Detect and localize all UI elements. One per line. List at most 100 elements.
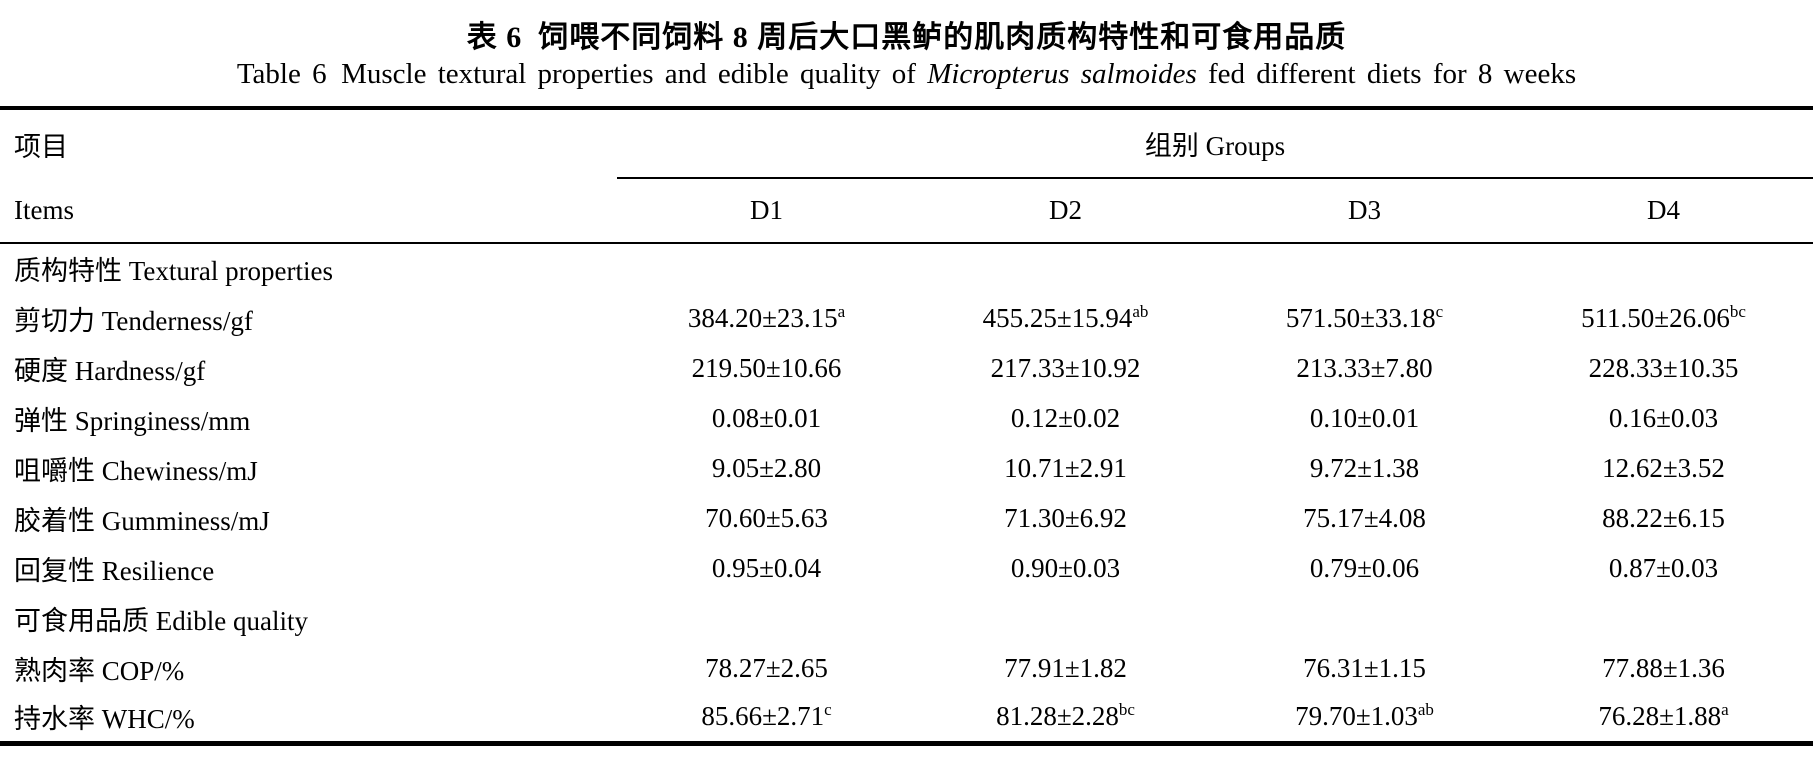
value-text: 77.88±1.36 <box>1602 652 1725 683</box>
section-row: 质构特性 Textural properties <box>0 243 1813 293</box>
value-cell: 0.08±0.01 <box>617 393 916 443</box>
value-cell: 85.66±2.71c <box>617 693 916 743</box>
value-cell: 78.27±2.65 <box>617 643 916 693</box>
species-name-italic: Micropterus salmoides <box>927 58 1197 90</box>
section-row: 可食用品质 Edible quality <box>0 593 1813 643</box>
value-cell: 81.28±2.28bc <box>916 693 1215 743</box>
group-column-header-d4: D4 <box>1514 177 1813 245</box>
value-text: 219.50±10.66 <box>691 352 842 383</box>
value-text: 71.30±6.92 <box>1004 502 1127 533</box>
value-cell: 12.62±3.52 <box>1514 443 1813 493</box>
value-cell: 228.33±10.35 <box>1514 343 1813 393</box>
value-cell: 71.30±6.92 <box>916 493 1215 543</box>
significance-superscript: bc <box>1729 301 1746 321</box>
value-cell: 219.50±10.66 <box>617 343 916 393</box>
value-text: 79.70±1.03 <box>1295 701 1418 732</box>
value-cell: 79.70±1.03ab <box>1215 693 1514 743</box>
table-caption-en-prefix: Table 6 Muscle textural properties and e… <box>236 58 928 90</box>
value-text: 0.79±0.06 <box>1309 552 1420 583</box>
section-label: 质构特性 Textural properties <box>14 256 334 286</box>
value-cell: 0.87±0.03 <box>1514 543 1813 593</box>
items-header-zh: 项目 <box>14 131 68 162</box>
value-cell: 0.10±0.01 <box>1215 393 1514 443</box>
row-label: 回复性 Resilience <box>14 555 215 586</box>
data-table: 项目 Items 组别 Groups D1 D2 D3 D4 质构特性 Textura… <box>0 106 1813 746</box>
value-text: 213.33±7.80 <box>1296 352 1433 383</box>
header-row-diet-columns: D1 D2 D3 D4 <box>0 177 1813 245</box>
value-cell: 77.88±1.36 <box>1514 643 1813 693</box>
value-cell: 88.22±6.15 <box>1514 493 1813 543</box>
significance-superscript: c <box>824 700 832 720</box>
table-caption-zh: 表 6 饲喂不同饲料 8 周后大口黑鲈的肌肉质构特性和可食用品质 <box>466 21 1347 54</box>
value-text: 217.33±10.92 <box>990 352 1141 383</box>
value-text: 81.28±2.28 <box>996 701 1119 732</box>
section-label: 可食用品质 Edible quality <box>14 605 308 636</box>
table-row: 回复性 Resilience 0.95±0.04 0.90±0.03 0.79±0.0… <box>0 543 1813 593</box>
value-cell: 10.71±2.91 <box>916 443 1215 493</box>
table-row: 持水率 WHC/% 85.66±2.71c 81.28±2.28bc 79.70±1.… <box>0 693 1813 743</box>
value-cell: 9.72±1.38 <box>1215 443 1514 493</box>
group-column-header-d2: D2 <box>916 177 1215 245</box>
row-label: 弹性 Springiness/mm <box>14 405 251 436</box>
row-label: 熟肉率 COP/% <box>14 655 185 686</box>
value-text: 384.20±23.15 <box>687 302 838 333</box>
value-text: 228.33±10.35 <box>1588 352 1739 383</box>
value-text: 9.72±1.38 <box>1309 452 1420 483</box>
value-text: 76.28±1.88 <box>1598 701 1722 732</box>
value-text: 75.17±4.08 <box>1303 502 1426 533</box>
items-header-en: Items <box>14 194 74 225</box>
significance-superscript: a <box>837 301 846 321</box>
significance-superscript: bc <box>1118 700 1135 720</box>
significance-superscript: ab <box>1417 700 1434 720</box>
value-text: 571.50±33.18 <box>1285 302 1436 333</box>
table-caption-en: Table 6 Muscle textural properties and e… <box>0 52 1813 104</box>
value-text: 77.91±1.82 <box>1004 652 1127 683</box>
significance-superscript: a <box>1721 700 1729 720</box>
row-label: 剪切力 Tenderness/gf <box>14 305 253 336</box>
table-caption-en-suffix: fed different diets for 8 weeks <box>1196 58 1577 90</box>
row-label: 胶着性 Gumminess/mJ <box>14 505 270 536</box>
value-cell: 77.91±1.82 <box>916 643 1215 693</box>
value-text: 88.22±6.15 <box>1602 502 1725 533</box>
value-cell: 213.33±7.80 <box>1215 343 1514 393</box>
table-row: 弹性 Springiness/mm 0.08±0.01 0.12±0.02 0.10±… <box>0 393 1813 443</box>
row-label: 硬度 Hardness/gf <box>14 355 206 386</box>
value-cell: 76.28±1.88a <box>1514 693 1813 743</box>
table-body: 质构特性 Textural properties 剪切力 Tenderness/g… <box>0 243 1813 743</box>
value-text: 511.50±26.06 <box>1581 302 1730 333</box>
value-text: 0.10±0.01 <box>1309 402 1420 433</box>
table-row: 剪切力 Tenderness/gf 384.20±23.15a 455.25±15.… <box>0 293 1813 343</box>
value-cell: 0.16±0.03 <box>1514 393 1813 443</box>
value-cell: 571.50±33.18c <box>1215 293 1514 343</box>
value-cell: 511.50±26.06bc <box>1514 293 1813 343</box>
table-header: 项目 Items 组别 Groups D1 D2 D3 D4 <box>0 108 1813 245</box>
value-text: 0.08±0.01 <box>711 402 822 433</box>
value-text: 0.95±0.04 <box>711 552 822 583</box>
table-row: 硬度 Hardness/gf 219.50±10.66 217.33±10.92 21… <box>0 343 1813 393</box>
value-text: 78.27±2.65 <box>705 652 828 683</box>
value-cell: 455.25±15.94ab <box>916 293 1215 343</box>
significance-superscript: ab <box>1132 301 1149 321</box>
value-cell: 76.31±1.15 <box>1215 643 1514 693</box>
value-text: 85.66±2.71 <box>701 701 825 732</box>
value-text: 0.90±0.03 <box>1010 552 1121 583</box>
value-text: 455.25±15.94 <box>982 302 1133 333</box>
value-cell: 0.12±0.02 <box>916 393 1215 443</box>
value-cell: 9.05±2.80 <box>617 443 916 493</box>
significance-superscript: c <box>1435 301 1444 321</box>
value-cell: 0.95±0.04 <box>617 543 916 593</box>
table-row: 胶着性 Gumminess/mJ 70.60±5.63 71.30±6.92 75.1… <box>0 493 1813 543</box>
table-row: 熟肉率 COP/% 78.27±2.65 77.91±1.82 76.31±1.15 7… <box>0 643 1813 693</box>
group-column-header-d3: D3 <box>1215 177 1514 245</box>
value-text: 0.87±0.03 <box>1608 552 1719 583</box>
header-row-groups: 项目 Items 组别 Groups <box>0 108 1813 244</box>
value-text: 12.62±3.52 <box>1602 452 1725 483</box>
value-text: 76.31±1.15 <box>1303 652 1426 683</box>
value-cell: 70.60±5.63 <box>617 493 916 543</box>
table-row: 咀嚼性 Chewiness/mJ 9.05±2.80 10.71±2.91 9.72±… <box>0 443 1813 493</box>
value-cell: 0.90±0.03 <box>916 543 1215 593</box>
value-cell: 75.17±4.08 <box>1215 493 1514 543</box>
value-text: 0.12±0.02 <box>1010 402 1121 433</box>
value-text: 70.60±5.63 <box>705 502 828 533</box>
